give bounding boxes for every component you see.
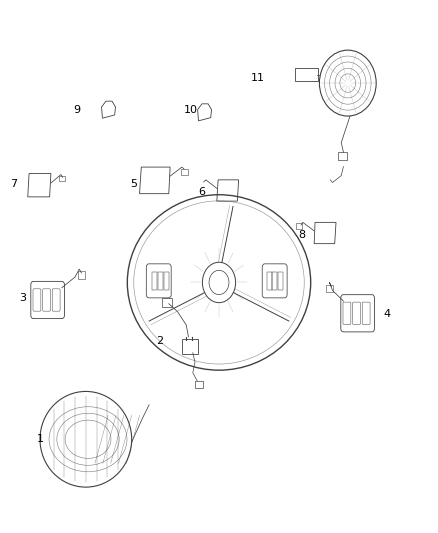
Text: 11: 11: [251, 73, 265, 83]
Text: 3: 3: [19, 293, 26, 303]
Text: 2: 2: [156, 336, 164, 346]
Text: 10: 10: [184, 104, 198, 115]
Text: 6: 6: [198, 187, 205, 197]
Text: 7: 7: [10, 179, 18, 189]
Text: 5: 5: [131, 179, 138, 189]
Text: 8: 8: [298, 230, 306, 240]
Text: 1: 1: [36, 434, 43, 445]
Text: 4: 4: [384, 309, 391, 319]
Text: 9: 9: [74, 104, 81, 115]
